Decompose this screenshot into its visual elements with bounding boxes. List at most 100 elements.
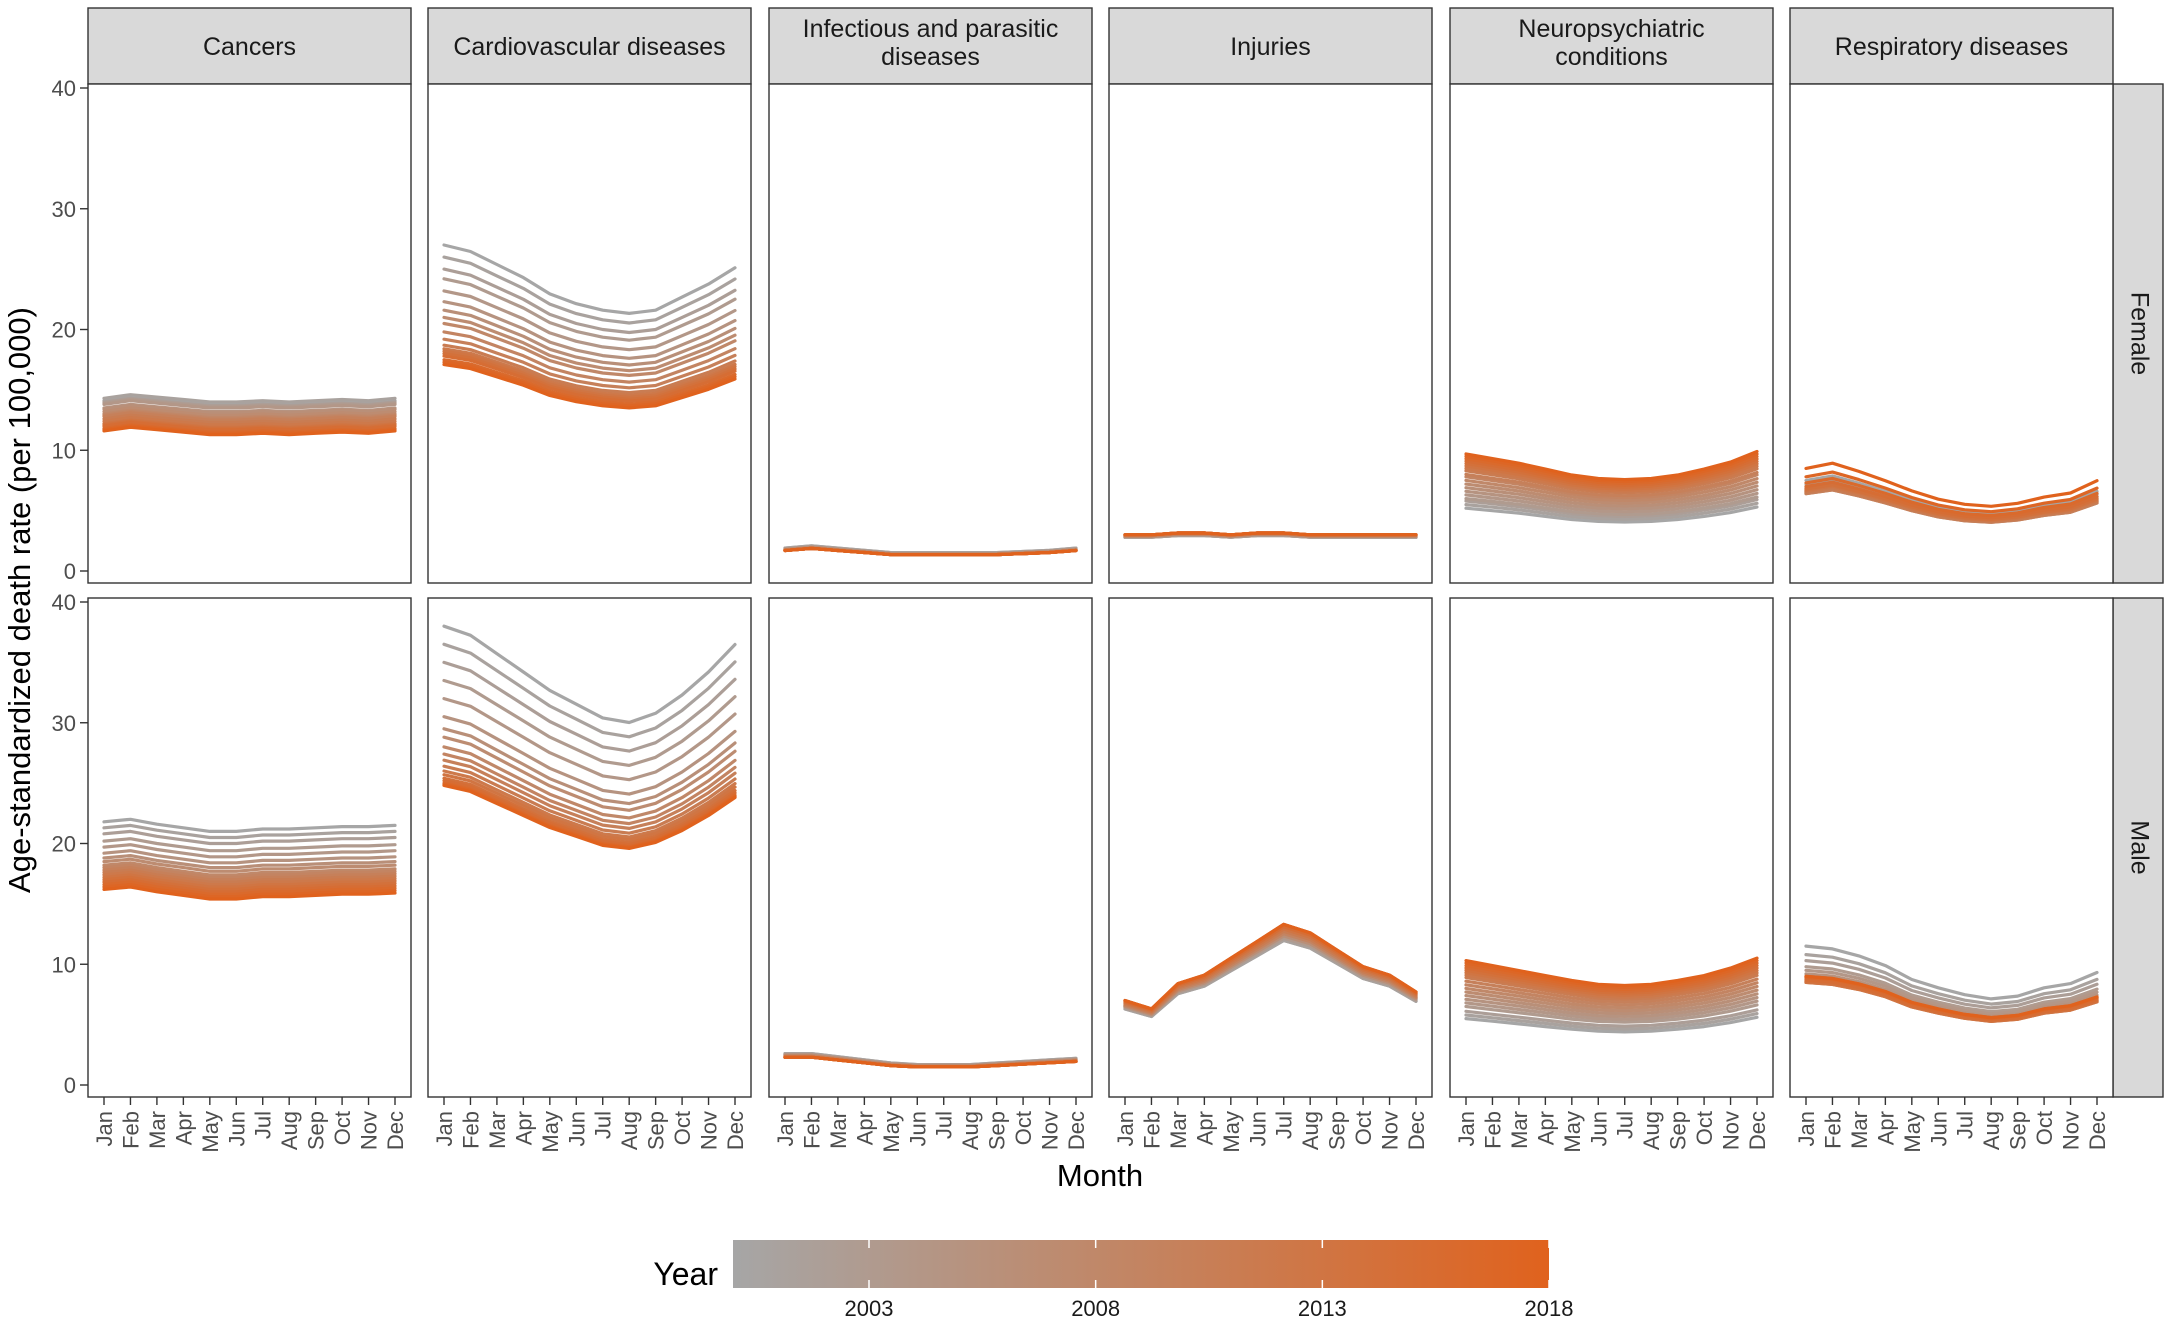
- x-tick-label-resp-apr: Apr: [1873, 1111, 1898, 1145]
- series-line-female-cardio-2011: [442, 343, 737, 395]
- x-tick-label-cancers-apr: Apr: [171, 1111, 196, 1145]
- x-tick-label-cancers-may: May: [198, 1111, 223, 1153]
- x-tick-label-resp-dec: Dec: [2085, 1111, 2110, 1150]
- series-line-male-cancers-2002: [102, 829, 397, 846]
- series-line-male-resp-2001: [1804, 952, 2099, 1006]
- series-line-male-cardio-2000: [442, 624, 737, 725]
- series-line-male-cancers-2005: [102, 849, 397, 865]
- series-line-female-cardio-2016: [442, 358, 737, 406]
- x-tick-label-resp-mar: Mar: [1847, 1111, 1872, 1149]
- x-tick-label-injuries-apr: Apr: [1192, 1111, 1217, 1145]
- y-tick-label-female-30: 30: [52, 197, 76, 222]
- series-line-male-cardio-2003: [442, 678, 737, 768]
- series-line-female-cancers-2006: [102, 404, 397, 415]
- x-tick-label-cardio-jun: Jun: [564, 1111, 589, 1146]
- series-line-female-cardio-2008: [442, 321, 737, 377]
- series-line-male-neuro-2010: [1464, 977, 1759, 1004]
- series-line-male-cardio-2006: [442, 727, 737, 806]
- x-tick-label-injuries-oct: Oct: [1351, 1111, 1376, 1145]
- series-line-female-cardio-2014: [442, 352, 737, 401]
- legend-tick-label-2018: 2018: [1525, 1296, 1574, 1321]
- x-tick-label-cardio-jul: Jul: [591, 1111, 616, 1139]
- series-line-male-cancers-2004: [102, 843, 397, 859]
- series-line-male-cancers-2009: [102, 863, 397, 879]
- legend-colorbar: [733, 1240, 1549, 1288]
- row-label-male: Male: [2125, 820, 2153, 874]
- x-tick-label-neuro-apr: Apr: [1533, 1111, 1558, 1145]
- x-tick-label-neuro-oct: Oct: [1692, 1111, 1717, 1145]
- series-line-female-neuro-2007: [1464, 480, 1759, 505]
- facet-label-injuries: Injuries: [1230, 33, 1311, 61]
- series-line-female-neuro-2006: [1464, 484, 1759, 508]
- facet-label-neuro-line2: conditions: [1555, 43, 1668, 71]
- x-tick-label-neuro-nov: Nov: [1719, 1111, 1744, 1150]
- series-line-male-cardio-2004: [442, 696, 737, 782]
- facet-label-infect-line2: diseases: [881, 43, 980, 71]
- x-tick-label-infect-apr: Apr: [852, 1111, 877, 1145]
- x-tick-label-resp-nov: Nov: [2059, 1111, 2084, 1150]
- x-tick-label-injuries-mar: Mar: [1166, 1111, 1191, 1149]
- series-line-male-neuro-2012: [1464, 971, 1759, 999]
- series-line-male-cardio-2008: [442, 745, 737, 820]
- x-tick-label-cardio-feb: Feb: [458, 1111, 483, 1149]
- series-line-female-cancers-2015: [102, 420, 397, 432]
- series-line-male-resp-2000: [1804, 944, 2099, 1001]
- x-tick-label-cancers-jan: Jan: [92, 1111, 117, 1146]
- series-line-male-neuro-2011: [1464, 973, 1759, 1001]
- series-line-male-cardio-2007: [442, 735, 737, 812]
- facet-label-resp: Respiratory diseases: [1835, 33, 2068, 61]
- series-line-female-neuro-2017: [1464, 452, 1759, 484]
- x-tick-label-neuro-aug: Aug: [1639, 1111, 1664, 1150]
- series-line-male-cancers-2012: [102, 870, 397, 887]
- series-line-female-neuro-2012: [1464, 464, 1759, 493]
- series-line-female-cancers-2018: [102, 425, 397, 437]
- series-line-female-resp-2015: [1804, 480, 2099, 520]
- facet-strip-cardio: [427, 7, 752, 85]
- series-line-female-neuro-2008: [1464, 477, 1759, 502]
- series-line-male-cancers-2011: [102, 868, 397, 884]
- x-tick-label-cancers-jun: Jun: [224, 1111, 249, 1146]
- series-line-male-cancers-2017: [102, 882, 397, 899]
- y-tick-label-female-20: 20: [52, 318, 76, 343]
- facet-strip-cancers: [87, 7, 412, 85]
- series-line-male-cardio-2011: [442, 764, 737, 835]
- series-line-female-neuro-2016: [1464, 454, 1759, 485]
- x-tick-label-cardio-may: May: [538, 1111, 563, 1153]
- panel-female-infect: [768, 83, 1093, 584]
- series-line-female-neuro-2001: [1464, 501, 1759, 521]
- x-tick-label-infect-oct: Oct: [1011, 1111, 1036, 1145]
- series-line-male-neuro-2007: [1464, 988, 1759, 1013]
- series-line-female-neuro-2014: [1464, 459, 1759, 489]
- series-line-male-neuro-2016: [1464, 961, 1759, 992]
- series-line-female-cardio-2007: [442, 315, 737, 373]
- series-line-male-cardio-2015: [442, 779, 737, 847]
- series-line-female-cardio-2003: [442, 277, 737, 342]
- series-line-male-cancers-2010: [102, 865, 397, 882]
- series-line-male-cardio-2014: [442, 776, 737, 845]
- series-line-female-cancers-2012: [102, 416, 397, 427]
- series-line-male-cardio-2010: [442, 758, 737, 831]
- series-line-female-cancers-2004: [102, 399, 397, 410]
- x-tick-label-injuries-aug: Aug: [1298, 1111, 1323, 1150]
- series-line-female-neuro-2005: [1464, 488, 1759, 511]
- series-line-female-cardio-2004: [442, 289, 737, 352]
- x-tick-label-cancers-aug: Aug: [277, 1111, 302, 1150]
- x-tick-label-infect-sep: Sep: [985, 1111, 1010, 1150]
- x-tick-label-cardio-dec: Dec: [723, 1111, 748, 1150]
- series-line-female-resp-2016: [1804, 476, 2099, 518]
- panel-male-injuries: [1108, 597, 1433, 1098]
- x-tick-label-cardio-nov: Nov: [697, 1111, 722, 1150]
- x-tick-label-neuro-jun: Jun: [1586, 1111, 1611, 1146]
- x-tick-label-resp-aug: Aug: [1979, 1111, 2004, 1150]
- facet-label-infect-line1: Infectious and parasitic: [803, 15, 1059, 43]
- facet-strip-resp: [1789, 7, 2114, 85]
- panel-male-infect: [768, 597, 1093, 1098]
- series-line-male-cancers-2013: [102, 873, 397, 889]
- series-line-male-cancers-2006: [102, 853, 397, 870]
- x-tick-label-cancers-sep: Sep: [304, 1111, 329, 1150]
- x-tick-label-resp-sep: Sep: [2006, 1111, 2031, 1150]
- series-line-male-resp-2003: [1804, 965, 2099, 1014]
- x-tick-label-infect-jan: Jan: [773, 1111, 798, 1146]
- x-tick-label-injuries-sep: Sep: [1325, 1111, 1350, 1150]
- x-tick-label-cancers-nov: Nov: [357, 1111, 382, 1150]
